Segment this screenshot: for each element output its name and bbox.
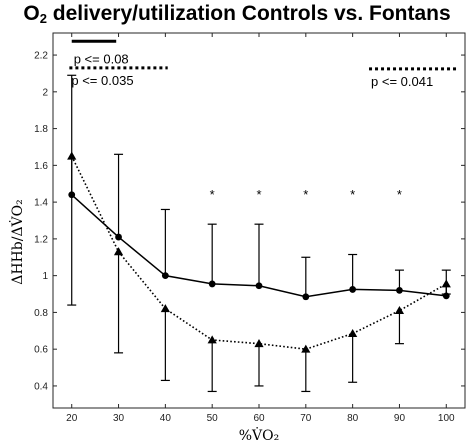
y-axis-label: ΔHHb/ΔV̇O₂ — [8, 199, 26, 285]
triangle-marker — [160, 304, 170, 313]
significance-star: * — [210, 187, 215, 202]
circle-marker — [302, 293, 310, 301]
x-tick-label: 30 — [113, 413, 125, 424]
triangle-marker — [207, 335, 217, 344]
y-tick-label: 1.2 — [34, 234, 48, 245]
triangle-series-line — [71, 155, 447, 350]
circle-marker — [208, 280, 216, 288]
y-tick-label: 1.8 — [34, 124, 48, 135]
significance-star: * — [350, 187, 355, 202]
x-tick-label: 90 — [394, 413, 406, 424]
y-tick-label: 0.6 — [34, 345, 48, 356]
y-tick-label: 0.4 — [34, 381, 48, 392]
y-tick-label: 2.2 — [34, 51, 48, 62]
triangle-marker — [113, 247, 124, 256]
x-tick-label: 50 — [207, 413, 219, 424]
x-tick-label: 20 — [66, 413, 78, 424]
chart-title: O2 delivery/utilization Controls vs. Fon… — [0, 2, 474, 26]
triangle-marker — [254, 339, 264, 348]
y-tick-label: 2 — [42, 87, 48, 98]
significance-star: * — [303, 187, 308, 202]
y-tick-label: 1 — [42, 271, 48, 282]
triangle-marker — [301, 344, 311, 353]
y-tick-label: 0.8 — [34, 308, 48, 319]
y-tick-label: 1.6 — [34, 161, 48, 172]
triangle-marker — [67, 151, 77, 160]
significance-star: * — [256, 187, 261, 202]
significance-star: * — [397, 187, 402, 202]
circle-marker — [255, 282, 263, 290]
circle-marker — [115, 233, 122, 241]
chart-title-subscript: 2 — [39, 11, 47, 26]
x-tick-label: 80 — [347, 413, 359, 424]
annotation-p-value: p <= 0.041 — [371, 74, 433, 89]
circle-marker — [161, 272, 169, 280]
triangle-marker — [441, 279, 451, 288]
x-tick-label: 70 — [300, 413, 312, 424]
x-tick-label: 40 — [160, 413, 172, 424]
x-tick-label: 100 — [438, 413, 455, 424]
chart-title-rest: delivery/utilization Controls vs. Fontan… — [46, 2, 451, 25]
annotation-p-value: p <= 0.08 — [74, 52, 129, 67]
triangle-marker — [394, 305, 405, 315]
annotation-layer: * * * * * p <= 0.08 p <= 0.035 p <= 0.041 — [69, 39, 458, 202]
circle-marker — [349, 286, 357, 293]
annotation-p-value: p <= 0.035 — [71, 73, 133, 88]
chart-title-o: O — [23, 2, 40, 25]
series-layer — [67, 74, 451, 393]
x-axis-label: %V̇O₂ — [239, 426, 280, 444]
x-tick-label: 60 — [253, 413, 265, 424]
triangle-marker — [348, 328, 358, 338]
axes-layer: 20 30 40 50 60 70 80 90 100 0.4 0.6 0.8 1 1.2 1.4 1.6 1.… — [34, 32, 466, 424]
circle-marker — [396, 286, 403, 294]
y-tick-label: 1.4 — [34, 198, 48, 209]
